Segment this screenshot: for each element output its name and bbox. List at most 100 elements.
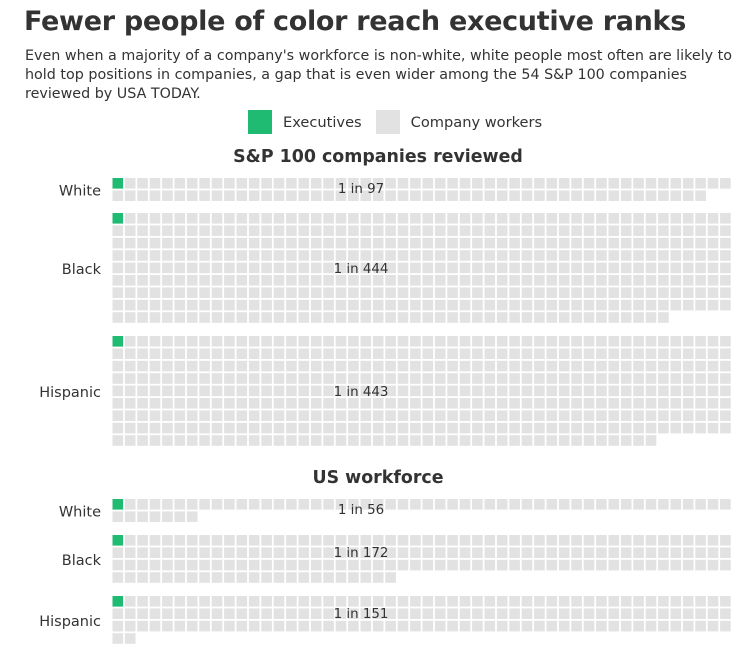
- worker-square: [434, 547, 446, 558]
- worker-square: [670, 385, 682, 397]
- worker-square: [472, 547, 483, 558]
- worker-square: [273, 398, 285, 409]
- worker-square: [397, 225, 409, 236]
- worker-square: [199, 535, 210, 546]
- worker-square: [236, 373, 248, 384]
- worker-square: [645, 499, 657, 510]
- worker-square: [335, 348, 347, 359]
- worker-square: [137, 608, 148, 619]
- worker-square: [670, 213, 682, 224]
- worker-square: [211, 572, 223, 583]
- worker-square: [211, 237, 223, 249]
- worker-square: [310, 178, 322, 189]
- worker-square: [459, 435, 471, 446]
- worker-square: [509, 559, 520, 571]
- worker-square: [162, 410, 173, 421]
- worker-square: [162, 608, 173, 619]
- worker-square: [372, 262, 384, 274]
- worker-square: [571, 373, 582, 384]
- worker-square: [447, 262, 458, 274]
- worker-square: [385, 312, 396, 323]
- worker-square: [645, 620, 657, 632]
- worker-square: [261, 250, 272, 261]
- worker-square: [360, 608, 372, 619]
- worker-square: [261, 398, 272, 409]
- executive-square: [112, 178, 124, 189]
- worker-square: [707, 596, 719, 607]
- worker-square: [434, 287, 446, 298]
- worker-square: [174, 190, 186, 201]
- waffle-us-workforce-black: [112, 535, 731, 583]
- legend-swatch-workers: [375, 110, 400, 134]
- worker-square: [310, 225, 322, 236]
- worker-square: [447, 190, 458, 201]
- worker-square: [348, 547, 359, 558]
- worker-square: [682, 348, 694, 359]
- worker-square: [397, 178, 409, 189]
- worker-square: [496, 435, 508, 446]
- chart-title: Fewer people of color reach executive ra…: [24, 6, 686, 37]
- worker-square: [310, 190, 322, 201]
- worker-square: [372, 572, 384, 583]
- worker-square: [112, 225, 124, 236]
- worker-square: [397, 262, 409, 274]
- worker-square: [149, 287, 161, 298]
- worker-square: [174, 262, 186, 274]
- worker-square: [149, 511, 161, 522]
- worker-square: [124, 547, 136, 558]
- worker-square: [224, 398, 235, 409]
- worker-square: [608, 499, 620, 510]
- worker-square: [323, 398, 334, 409]
- worker-square: [434, 336, 446, 347]
- worker-square: [174, 250, 186, 261]
- worker-square: [459, 190, 471, 201]
- worker-square: [633, 348, 644, 359]
- worker-square: [658, 499, 669, 510]
- worker-square: [670, 299, 682, 311]
- worker-square: [558, 499, 570, 510]
- worker-square: [248, 620, 260, 632]
- worker-square: [583, 336, 595, 347]
- worker-square: [596, 499, 607, 510]
- worker-square: [658, 373, 669, 384]
- worker-square: [484, 385, 496, 397]
- worker-square: [224, 360, 235, 372]
- worker-square: [186, 225, 198, 236]
- worker-square: [186, 435, 198, 446]
- worker-square: [633, 435, 644, 446]
- worker-square: [546, 422, 558, 434]
- worker-square: [397, 275, 409, 286]
- worker-square: [162, 435, 173, 446]
- worker-square: [211, 373, 223, 384]
- worker-square: [496, 547, 508, 558]
- worker-square: [434, 559, 446, 571]
- worker-square: [459, 213, 471, 224]
- worker-square: [583, 287, 595, 298]
- worker-square: [620, 262, 632, 274]
- worker-square: [174, 511, 186, 522]
- worker-square: [682, 410, 694, 421]
- worker-square: [348, 360, 359, 372]
- worker-square: [335, 250, 347, 261]
- worker-square: [410, 608, 421, 619]
- worker-square: [211, 336, 223, 347]
- worker-square: [521, 535, 533, 546]
- worker-square: [162, 287, 173, 298]
- worker-square: [199, 435, 210, 446]
- worker-square: [211, 213, 223, 224]
- worker-square: [372, 250, 384, 261]
- worker-square: [496, 336, 508, 347]
- worker-square: [149, 398, 161, 409]
- worker-square: [447, 398, 458, 409]
- worker-square: [211, 178, 223, 189]
- worker-square: [534, 190, 545, 201]
- worker-square: [472, 312, 483, 323]
- worker-square: [137, 410, 148, 421]
- worker-square: [509, 385, 520, 397]
- worker-square: [645, 348, 657, 359]
- worker-square: [385, 287, 396, 298]
- worker-square: [658, 299, 669, 311]
- worker-square: [224, 422, 235, 434]
- worker-square: [546, 178, 558, 189]
- worker-square: [298, 535, 310, 546]
